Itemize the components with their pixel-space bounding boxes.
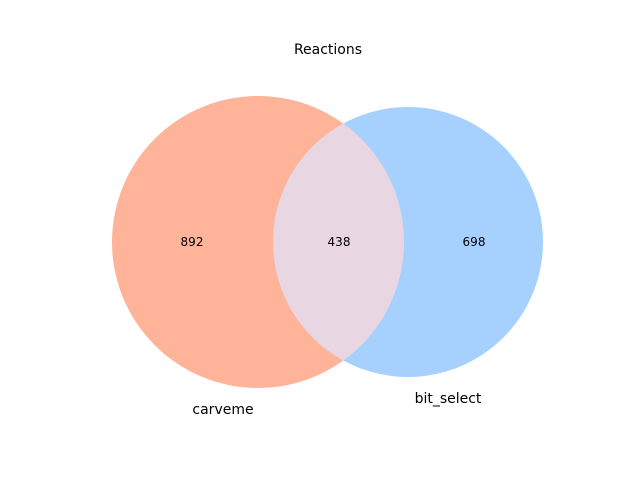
- carveme-only-count: 892: [181, 235, 204, 249]
- intersection-count: 438: [328, 235, 351, 249]
- bit-select-label: bit_select: [415, 391, 482, 407]
- intersection-region: [273, 107, 404, 377]
- bit-select-only-count: 698: [463, 235, 486, 249]
- carveme-label: carveme: [192, 402, 253, 418]
- diagram-title: Reactions: [294, 42, 362, 58]
